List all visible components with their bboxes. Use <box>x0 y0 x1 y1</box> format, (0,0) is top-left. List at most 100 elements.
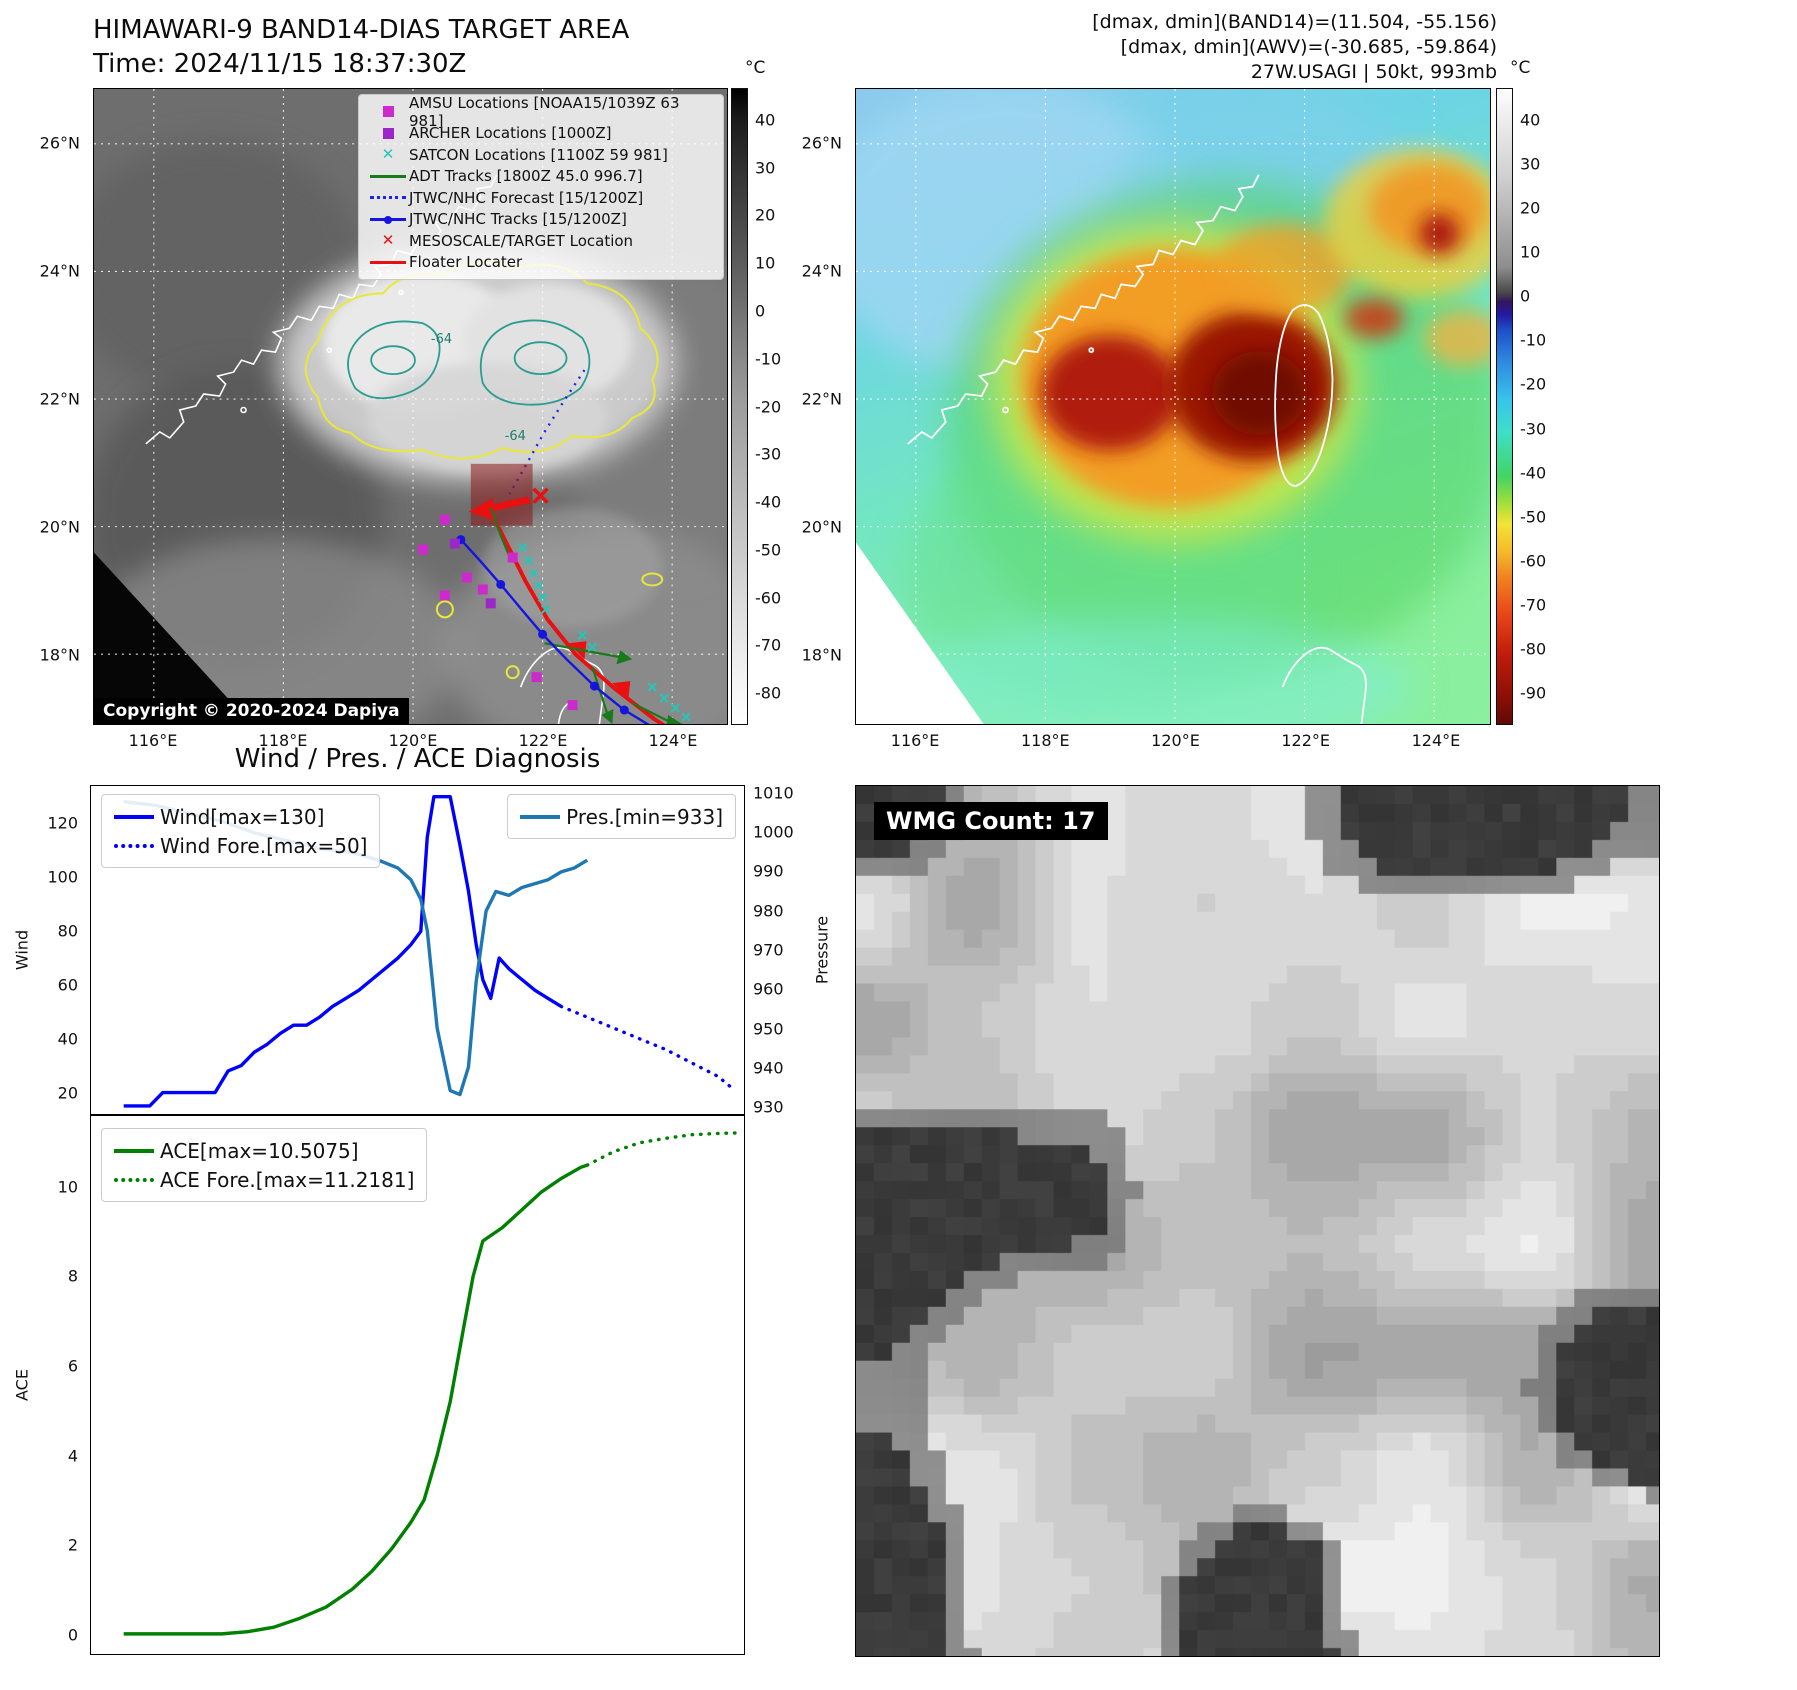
band14-satellite-map: -64 -64 <box>93 88 728 725</box>
tick-label: -50 <box>1520 507 1547 527</box>
y-tick-label: 1010 <box>753 783 794 803</box>
legend-label: ADT Tracks [1800Z 45.0 996.7] <box>409 167 643 186</box>
tick-label: 20 <box>755 205 776 225</box>
tick-label: 18°N <box>39 645 80 665</box>
y-tick-label: 8 <box>67 1266 78 1286</box>
adt-line-icon <box>367 174 409 178</box>
tick-label: 116°E <box>890 731 940 750</box>
rainbow-colorbar-gradient <box>1496 88 1513 725</box>
legend-label: ACE Fore.[max=11.2181] <box>160 1167 415 1192</box>
track-line-dot-icon <box>367 215 409 224</box>
legend-label: Pres.[min=933] <box>566 804 723 829</box>
awv-lat-labels: 26°N 24°N 22°N 20°N 18°N <box>798 88 850 725</box>
storm-id-intensity: 27W.USAGI | 50kt, 993mb <box>1250 61 1497 84</box>
legend-item: Wind[max=130] <box>114 802 367 831</box>
band14-lon-labels: 116°E 118°E 120°E 122°E 124°E <box>93 731 728 757</box>
tick-label: 22°N <box>39 389 80 409</box>
amsu-square-icon <box>367 106 409 118</box>
legend-label: SATCON Locations [1100Z 59 981] <box>409 145 668 164</box>
legend-label: Wind[max=130] <box>160 804 325 829</box>
tick-label: 10 <box>1520 242 1541 262</box>
tick-label: 20°N <box>801 517 842 537</box>
wmg-pixel-image <box>856 786 1659 1656</box>
y-tick-label: 970 <box>753 940 784 960</box>
wind-forecast-line-icon <box>114 843 160 848</box>
y-tick-label: 1000 <box>753 822 794 842</box>
adt-green-track <box>489 507 683 724</box>
tick-label: 30 <box>1520 154 1541 174</box>
tick-label: -10 <box>1520 330 1547 350</box>
grayscale-colorbar-gradient <box>731 88 748 725</box>
forecast-dotted-line-icon <box>367 196 409 200</box>
legend-item: ACE[max=10.5075] <box>114 1136 414 1165</box>
y-tick-label: 940 <box>753 1058 784 1078</box>
tick-label: 20°N <box>39 517 80 537</box>
tick-label: -40 <box>1520 463 1547 483</box>
jtwc-blue-track <box>456 535 650 724</box>
y-tick-label: 60 <box>57 975 78 995</box>
y-tick-label: 960 <box>753 979 784 999</box>
ace-plot <box>123 1131 740 1636</box>
legend-item: ACE Fore.[max=11.2181] <box>114 1165 414 1194</box>
tick-label: 118°E <box>1020 731 1070 750</box>
legend-label: MESOSCALE/TARGET Location <box>409 231 634 250</box>
jtwc-forecast-track-dotted <box>508 369 586 495</box>
tick-label: -30 <box>755 444 782 464</box>
tick-label: 122°E <box>518 731 568 750</box>
contour-value-label: -64 <box>505 429 526 444</box>
tick-label: 26°N <box>801 133 842 153</box>
awv-scene <box>856 89 1490 724</box>
y-tick-label: 100 <box>47 867 78 887</box>
series-line <box>123 1163 588 1636</box>
wmg-count-badge: WMG Count: 17 <box>874 802 1108 840</box>
tick-label: 22°N <box>801 389 842 409</box>
cloud-texture <box>94 138 727 724</box>
yellow-contours <box>304 261 664 680</box>
tick-label: 0 <box>1520 286 1531 306</box>
legend-item: AMSU Locations [NOAA15/1039Z 63 981] <box>367 94 715 130</box>
colorbar-unit: °C <box>1510 58 1531 78</box>
y-tick-label: 4 <box>67 1446 78 1466</box>
map-legend: AMSU Locations [NOAA15/1039Z 63 981] ARC… <box>358 94 724 280</box>
colorbar-unit: °C <box>745 58 766 78</box>
coastline <box>907 174 1367 724</box>
y-tick-label: 20 <box>57 1083 78 1103</box>
y-tick-label: 40 <box>57 1029 78 1049</box>
ace-axis-label: ACE <box>12 1369 32 1401</box>
tick-label: 40 <box>755 110 776 130</box>
copyright-badge: Copyright © 2020-2024 Dapiya <box>94 698 409 724</box>
tick-label: -70 <box>1520 595 1547 615</box>
legend-label: JTWC/NHC Forecast [15/1200Z] <box>409 188 644 207</box>
tick-label: 0 <box>755 301 766 321</box>
legend-item: JTWC/NHC Forecast [15/1200Z] <box>367 187 715 209</box>
series-line <box>559 1004 736 1092</box>
diagnosis-title: Wind / Pres. / ACE Diagnosis <box>234 744 601 774</box>
satcon-x-markers <box>517 542 691 722</box>
awv-lon-labels: 116°E 118°E 120°E 122°E 124°E <box>855 731 1491 757</box>
mesoscale-target-x <box>532 487 549 504</box>
pressure-ytick-labels: 930 940 950 960 970 980 990 1000 1010 <box>749 783 801 1116</box>
wind-legend: Wind[max=130] Wind Fore.[max=50] <box>101 794 381 868</box>
archer-square-markers <box>449 538 496 609</box>
legend-item: JTWC/NHC Tracks [15/1200Z] <box>367 209 715 231</box>
colorbar-tick-labels: 40 30 20 10 0 -10 -20 -30 -40 -50 -60 -70 -80 -90 <box>1518 88 1566 725</box>
tick-label: 10 <box>755 253 776 273</box>
y-tick-label: 950 <box>753 1019 784 1039</box>
tick-label: -60 <box>755 588 782 608</box>
page-title: HIMAWARI-9 BAND14-DIAS TARGET AREA <box>93 15 630 45</box>
ace-line-icon <box>114 1148 160 1153</box>
ace-chart: ACE[max=10.5075] ACE Fore.[max=11.2181] <box>90 1115 745 1655</box>
contour-value-label: -64 <box>431 332 452 347</box>
awv-enhanced-ir-map <box>855 88 1491 725</box>
timestamp: Time: 2024/11/15 18:37:30Z <box>93 48 467 79</box>
wind-line-icon <box>114 814 160 819</box>
legend-item: Pres.[min=933] <box>520 802 723 831</box>
tick-label: -80 <box>1520 639 1547 659</box>
legend-item: ADT Tracks [1800Z 45.0 996.7] <box>367 166 715 188</box>
y-tick-label: 2 <box>67 1535 78 1555</box>
satcon-x-icon: ✕ <box>381 145 395 164</box>
tick-label: 18°N <box>801 645 842 665</box>
floater-line-icon <box>367 260 409 264</box>
legend-label: Wind Fore.[max=50] <box>160 833 368 858</box>
